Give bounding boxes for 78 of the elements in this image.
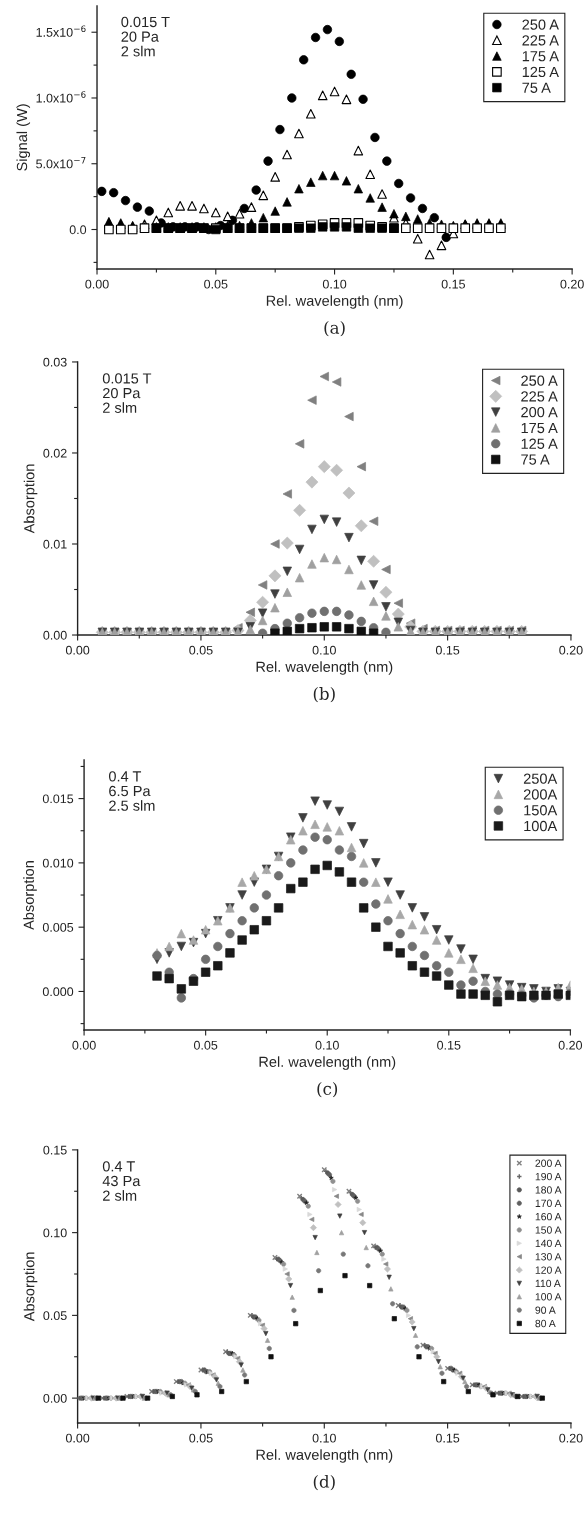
y-axis-title: Signal (W): [16, 104, 31, 171]
x-tick-label: 0.20: [559, 1433, 583, 1443]
text: (c): [317, 1082, 338, 1098]
legend-label: 110 A: [535, 1279, 561, 1288]
legend-label: 75 A: [521, 454, 550, 465]
x-tick-label: 0.15: [435, 645, 460, 655]
legend-label: 130 A: [535, 1253, 562, 1261]
y-tick-label: 0.03: [43, 357, 67, 367]
legend-label: 175 A: [521, 422, 558, 434]
x-axis-title: Rel. wavelength (nm): [259, 1056, 396, 1070]
annotation: 0.4 T 6.5 Pa 2.5 slm: [108, 771, 155, 811]
y-tick-label: 0.15: [43, 1145, 67, 1155]
x-tick-label: 0.10: [312, 1433, 336, 1443]
x-tick-label: 0.05: [193, 1040, 218, 1050]
x-tick-label: 0.05: [189, 645, 213, 655]
legend-label: 200 A: [535, 1159, 562, 1167]
legend-label: 190 A: [535, 1172, 562, 1181]
legend-label: 200 A: [521, 407, 558, 418]
annotation: 0.4 T 43 Pa 2 slm: [102, 1161, 141, 1201]
y-tick-label: 0.01: [43, 539, 67, 549]
legend-label: 90 A: [535, 1306, 556, 1314]
legend-label: 225 A: [522, 35, 559, 46]
text: (b): [313, 687, 335, 703]
x-axis-title: Rel. wavelength (nm): [256, 1449, 393, 1463]
legend-label: 170 A: [535, 1199, 562, 1207]
legend-label: 100A: [524, 820, 558, 832]
annotation: 0.015 T 20 Pa 2 slm: [121, 16, 170, 57]
y-tick-label: 1.5x10$^{−6}$: [36, 25, 86, 37]
y-axis-title: Absorption: [23, 1252, 38, 1322]
x-tick-label: 0.15: [437, 1040, 461, 1050]
x-tick-label: 0.20: [559, 645, 583, 655]
y-tick-label: 5.0x10$^{−7}$: [36, 157, 86, 169]
y-tick-label: 0.015: [42, 794, 74, 804]
x-tick-label: 0.20: [560, 279, 584, 289]
legend-label: 250 A: [522, 19, 559, 30]
y-tick-label: 0.005: [42, 922, 74, 932]
x-tick-label: 0.00: [72, 1040, 96, 1050]
legend-label: 100 A: [535, 1293, 562, 1301]
x-tick-label: 0.15: [441, 279, 465, 289]
legend-label: 250 A: [521, 375, 558, 386]
y-tick-label: 0.05: [43, 1311, 67, 1321]
y-tick-label: 0.10: [43, 1228, 67, 1238]
legend-label: 120 A: [535, 1266, 562, 1274]
legend-label: 250A: [523, 773, 558, 784]
y-tick-label: 0.000: [42, 987, 74, 997]
text: (d): [313, 1474, 335, 1491]
x-tick-label: 0.15: [435, 1433, 460, 1443]
x-axis-title: Rel. wavelength (nm): [266, 295, 403, 309]
x-tick-label: 0.10: [315, 1040, 339, 1050]
legend-label: 160 A: [535, 1212, 562, 1221]
y-tick-label: 0.02: [43, 448, 67, 458]
legend-label: 140 A: [535, 1239, 562, 1248]
legend-label: 125 A: [521, 438, 558, 449]
legend-label: 225 A: [521, 391, 558, 402]
legend-label: 80 A: [535, 1319, 556, 1328]
x-tick-label: 0.00: [85, 279, 109, 289]
legend-label: 125 A: [522, 66, 559, 78]
annotation: 0.015 T 20 Pa 2 slm: [102, 373, 152, 413]
x-tick-label: 0.10: [312, 645, 336, 655]
legend-label: 75 A: [522, 82, 551, 93]
legend-label: 150A: [524, 805, 558, 816]
x-tick-label: 0.05: [204, 279, 228, 289]
text: (a): [324, 320, 345, 337]
x-tick-label: 0.20: [558, 1040, 583, 1050]
x-tick-label: 0.05: [189, 1433, 213, 1443]
y-tick-label: 0.00: [43, 1393, 67, 1403]
y-tick-label: 0.00: [43, 630, 67, 640]
legend-label: 180 A: [535, 1186, 562, 1194]
legend-label: 200A: [523, 789, 558, 800]
legend-label: 175 A: [522, 51, 559, 62]
y-tick-label: 0.0: [69, 225, 87, 235]
x-tick-label: 0.10: [322, 279, 347, 289]
y-axis-title: Absorption: [23, 861, 37, 930]
x-axis-title: Rel. wavelength (nm): [256, 661, 393, 675]
y-tick-label: 1.0x10$^{−6}$: [36, 91, 86, 103]
y-tick-label: 0.010: [42, 858, 74, 868]
legend-label: 150 A: [535, 1226, 562, 1234]
y-axis-title: Absorption: [23, 464, 38, 534]
